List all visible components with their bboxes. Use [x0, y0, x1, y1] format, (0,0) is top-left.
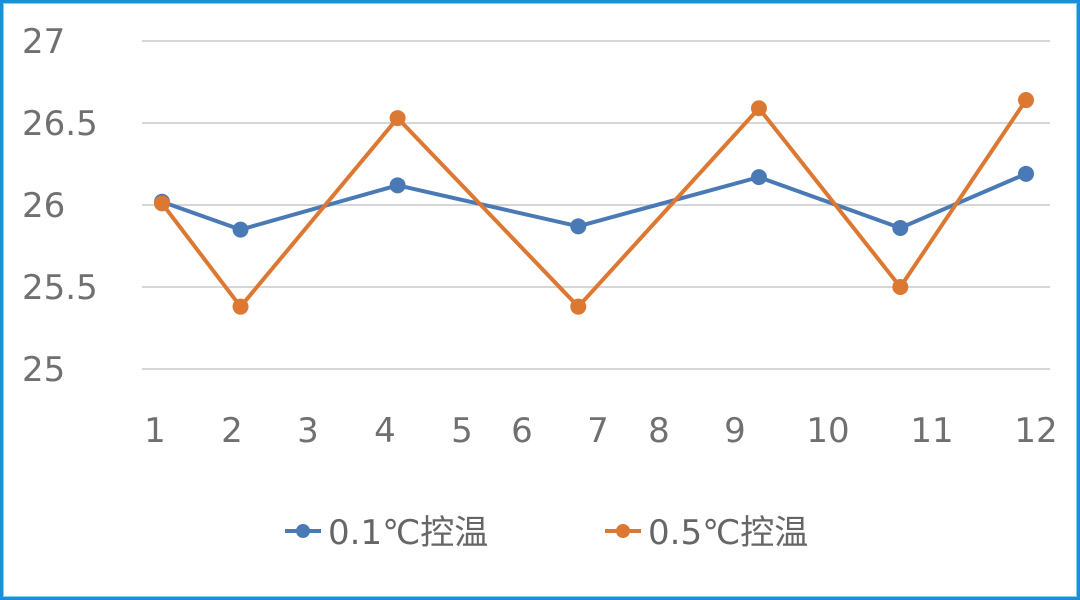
series-1 — [154, 92, 1034, 315]
y-tick-label: 26 — [22, 186, 65, 226]
data-point[interactable] — [389, 177, 406, 194]
data-point[interactable] — [750, 100, 767, 117]
legend-marker-0 — [296, 524, 310, 538]
x-tick-label: 5 — [451, 411, 473, 451]
data-point[interactable] — [154, 195, 170, 212]
data-point[interactable] — [570, 218, 587, 235]
legend-item-0[interactable]: 0.1℃控温 — [285, 513, 488, 553]
x-tick-label: 8 — [648, 411, 670, 451]
x-tick-label: 3 — [297, 411, 319, 451]
x-tick-label: 9 — [724, 411, 746, 451]
data-point[interactable] — [1018, 92, 1034, 109]
x-tick-label: 2 — [221, 411, 243, 451]
legend-label-0: 0.1℃控温 — [328, 513, 488, 553]
data-point[interactable] — [570, 298, 587, 315]
x-tick-label: 10 — [806, 411, 849, 451]
x-axis-ticks: 1 2 3 4 5 6 7 8 9 10 11 12 — [144, 411, 1057, 451]
legend: 0.1℃控温 0.5℃控温 — [285, 513, 808, 553]
data-point[interactable] — [892, 279, 909, 295]
frame-inner-border — [3, 3, 1077, 597]
gridlines — [142, 40, 1050, 370]
series-group — [154, 92, 1034, 315]
x-tick-label: 1 — [144, 411, 166, 451]
x-tick-label: 6 — [511, 411, 533, 451]
x-tick-label: 11 — [910, 411, 953, 451]
legend-marker-1 — [616, 524, 630, 538]
y-tick-label: 26.5 — [22, 104, 98, 144]
data-point[interactable] — [750, 169, 767, 186]
y-tick-label: 27 — [22, 22, 65, 62]
y-tick-label: 25 — [22, 350, 65, 390]
x-tick-label: 7 — [587, 411, 609, 451]
series-line — [160, 98, 1028, 309]
legend-item-1[interactable]: 0.5℃控温 — [605, 513, 808, 553]
x-tick-label: 12 — [1014, 411, 1057, 451]
x-tick-label: 4 — [374, 411, 396, 451]
data-point[interactable] — [232, 298, 249, 315]
data-point[interactable] — [389, 110, 406, 127]
data-point[interactable] — [892, 219, 909, 236]
series-0 — [154, 165, 1034, 238]
y-tick-label: 25.5 — [22, 268, 98, 308]
data-point[interactable] — [232, 221, 249, 238]
data-point[interactable] — [1018, 165, 1034, 182]
legend-label-1: 0.5℃控温 — [648, 513, 808, 553]
y-axis-ticks: 25 25.5 26 26.5 27 — [22, 22, 98, 390]
